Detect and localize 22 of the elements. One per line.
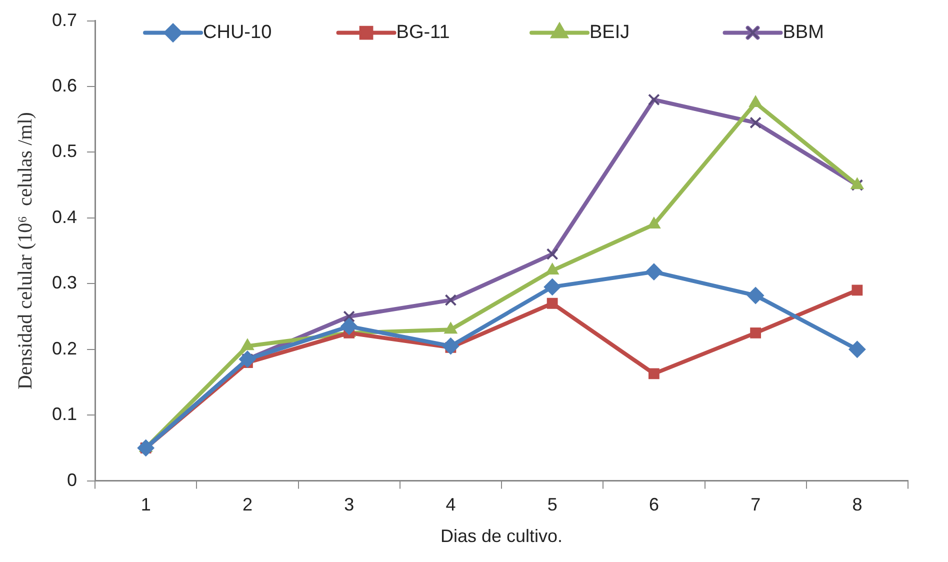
y-tick-label: 0.1 — [52, 404, 78, 424]
x-tick-label: 7 — [750, 494, 761, 515]
y-tick-label: 0.5 — [52, 141, 78, 162]
x-tick-label: 3 — [344, 494, 354, 515]
legend-label: CHU-10 — [203, 22, 272, 44]
x-axis-title: Dias de cultivo. — [440, 526, 563, 546]
x-tick-label: 4 — [446, 494, 456, 515]
y-axis-title: Densidad celular (10⁶ celulas /ml) — [14, 112, 36, 390]
y-tick-label: 0.6 — [52, 75, 78, 96]
legend-label: BBM — [782, 22, 824, 44]
y-tick-label: 0.4 — [52, 206, 78, 227]
y-tick-label: 0 — [67, 470, 78, 490]
x-tick-label: 8 — [852, 494, 862, 515]
x-tick-label: 1 — [140, 494, 151, 515]
legend-label: BG-11 — [396, 22, 450, 44]
y-tick-label: 0.3 — [52, 272, 78, 293]
x-tick-label: 2 — [242, 494, 252, 515]
x-tick-label: 5 — [547, 494, 558, 515]
y-tick-label: 0.7 — [52, 10, 78, 30]
y-tick-label: 0.2 — [52, 338, 78, 358]
legend-label: BEIJ — [590, 22, 630, 44]
x-tick-label: 6 — [648, 494, 659, 515]
